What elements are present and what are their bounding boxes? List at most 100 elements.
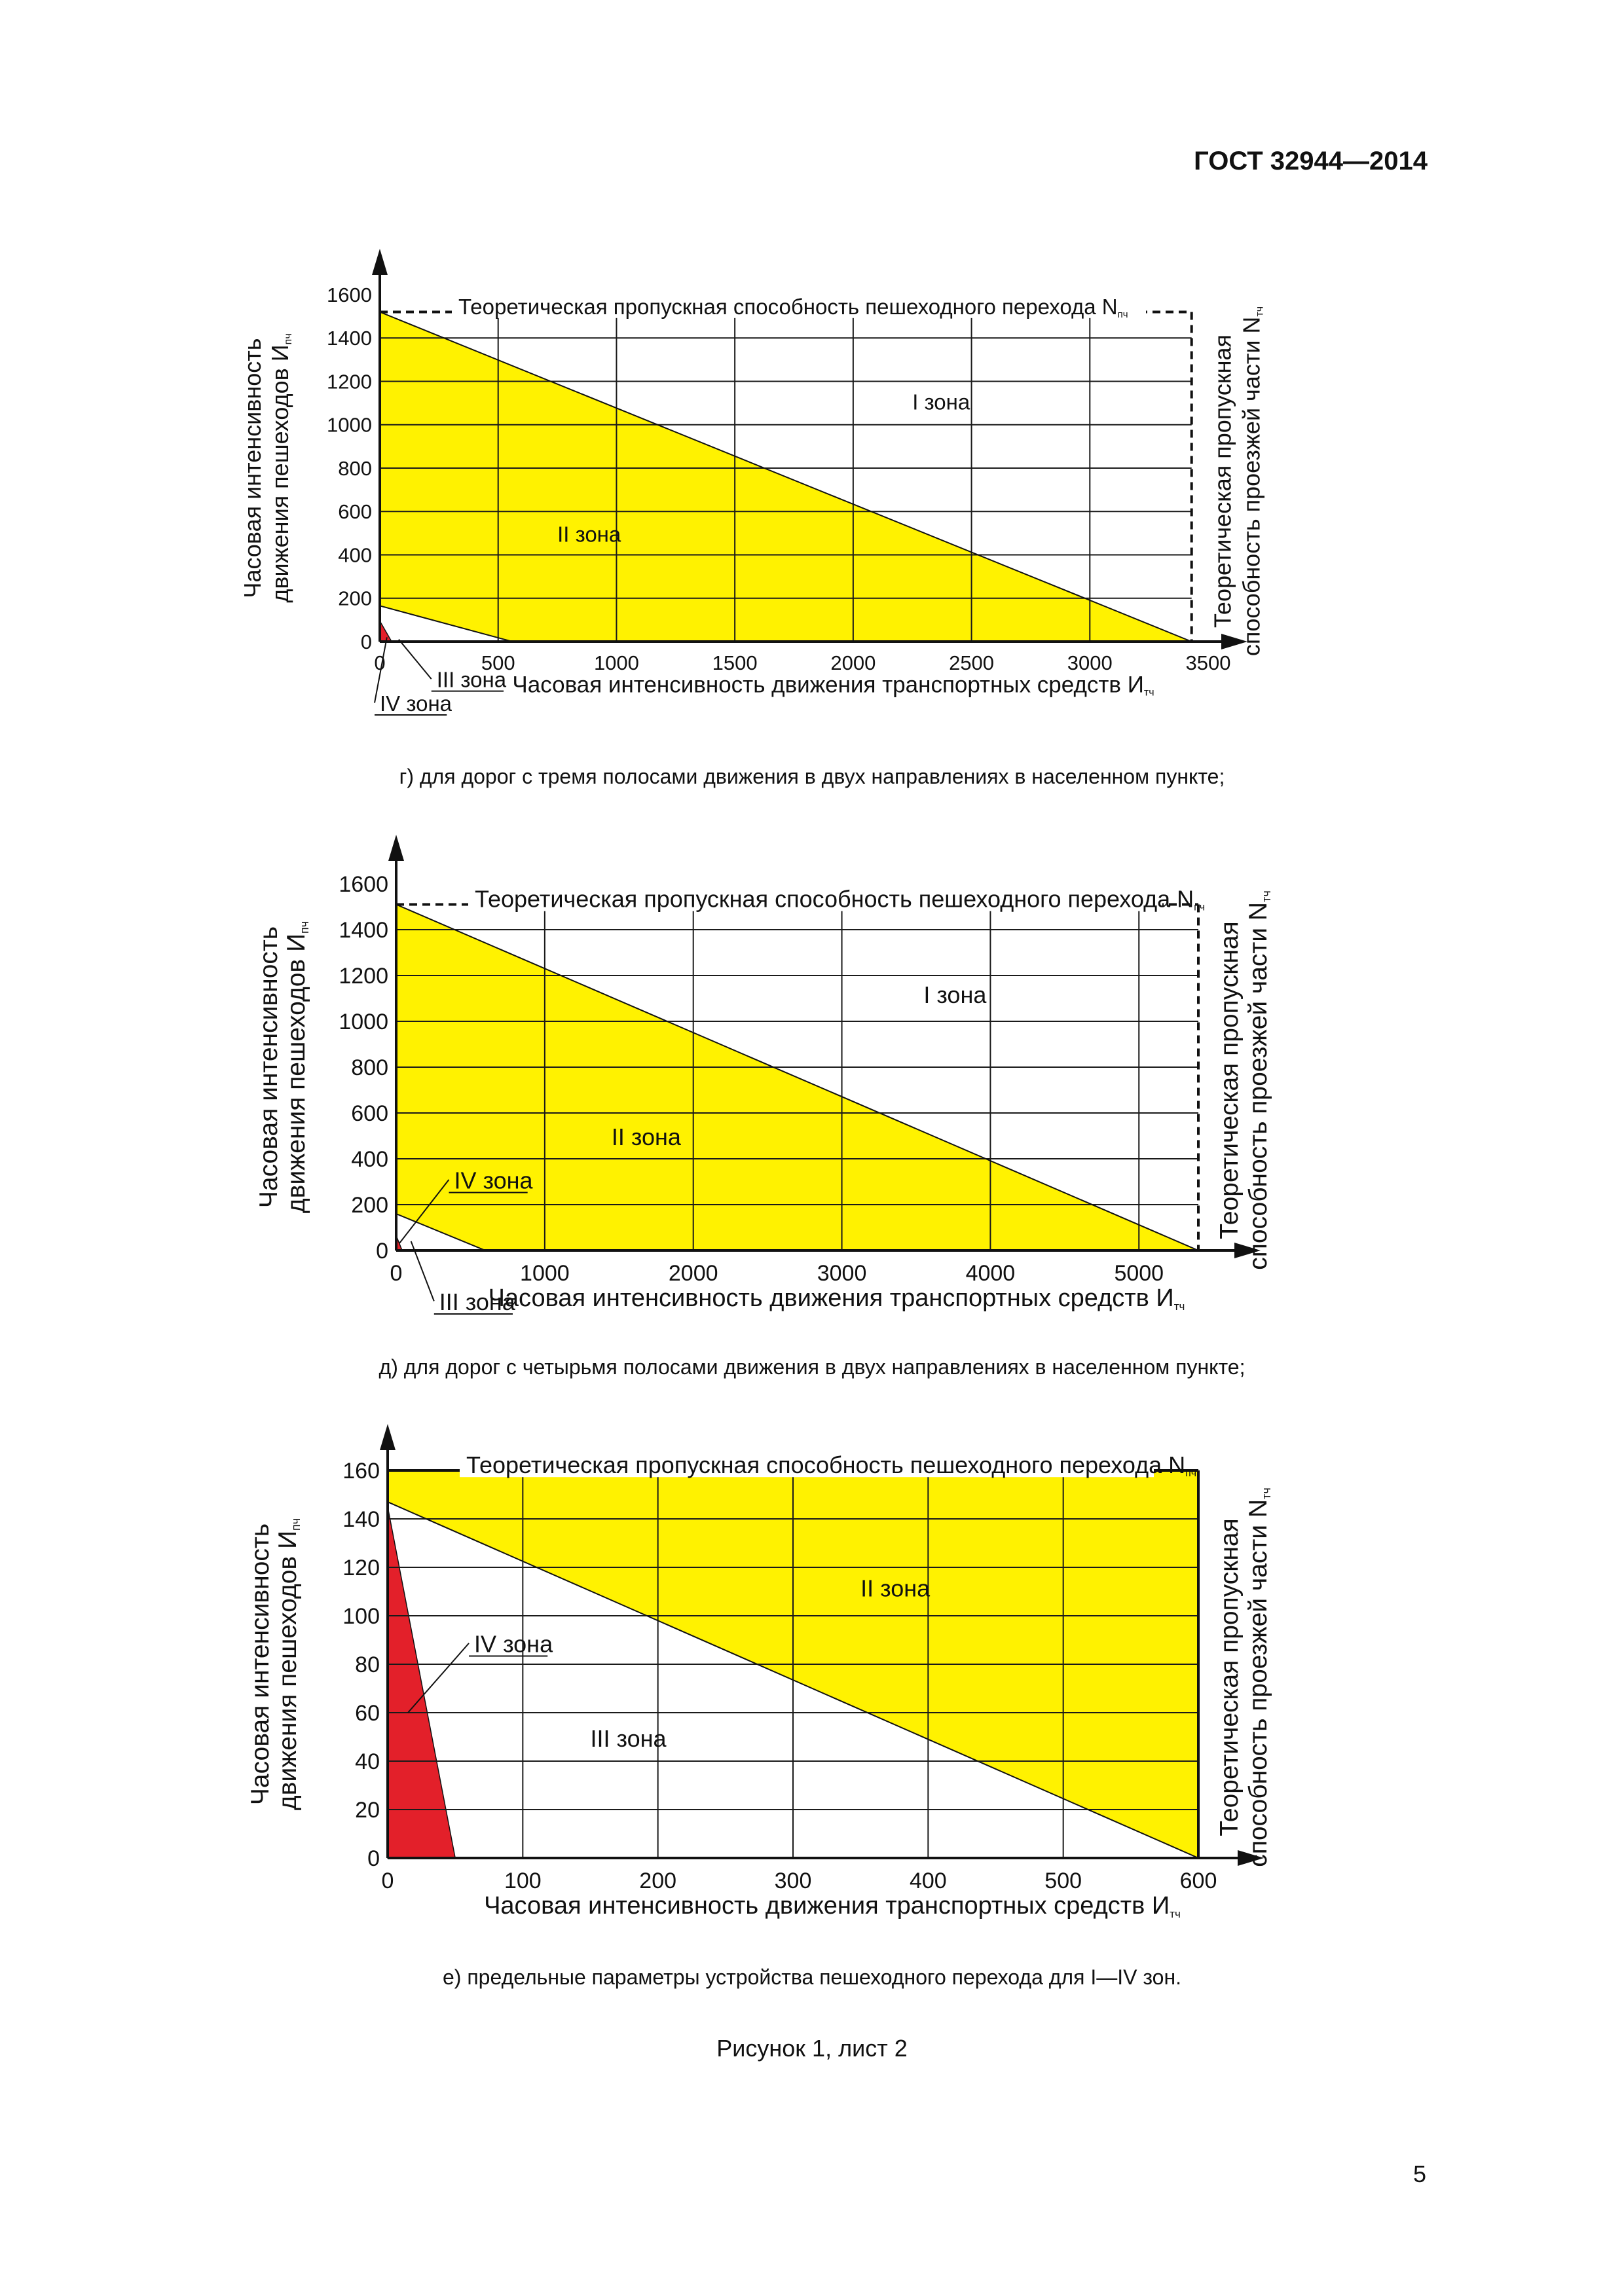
y-axis-arrow xyxy=(388,835,404,861)
chart-g: 0 500 1000 1500 2000 2500 3000 3500 0 200 400 600 80… xyxy=(0,236,1624,740)
x-axis-arrow xyxy=(1221,634,1247,649)
x-tick-label: 300 xyxy=(775,1868,812,1893)
y-tick-label: 140 xyxy=(342,1507,380,1532)
zone-label: IV зона xyxy=(380,691,452,716)
x-tick-label: 3000 xyxy=(1067,651,1113,674)
right-axis-label-line2: способность проезжей части Nтч xyxy=(1244,1487,1273,1867)
y-axis-label-line2: движения пешеходов Ипч xyxy=(267,333,294,602)
zone-label: III зона xyxy=(439,1288,516,1315)
zone-leader-line xyxy=(398,639,432,680)
zone4-area xyxy=(379,619,393,642)
zone-label: II зона xyxy=(860,1575,931,1601)
y-tick-label: 20 xyxy=(355,1798,380,1823)
zone3-boundary xyxy=(396,1213,486,1251)
x-axis-label: Часовая интенсивность движения транспорт… xyxy=(512,672,1154,699)
chart-title: Теоретическая пропускная способность пеш… xyxy=(475,886,1205,913)
y-tick-label: 1400 xyxy=(327,327,372,350)
x-tick-label: 500 xyxy=(1044,1868,1082,1893)
y-tick-label: 200 xyxy=(351,1193,388,1218)
y-tick-label: 0 xyxy=(367,1846,380,1871)
y-axis-arrow xyxy=(380,1424,396,1450)
zone-label: IV зона xyxy=(474,1631,553,1658)
zone-leader-line xyxy=(407,1643,470,1713)
chart-d-svg: 0 1000 2000 3000 4000 5000 0 200 400 600 800 1000 12… xyxy=(255,835,1273,1315)
zone-label: IV зона xyxy=(454,1167,533,1194)
y-tick-label: 600 xyxy=(338,500,372,523)
y-tick-label: 40 xyxy=(355,1749,380,1774)
standard-code: ГОСТ 32944—2014 xyxy=(1194,147,1428,175)
y-tick-label: 1600 xyxy=(327,283,372,306)
zone-label: III зона xyxy=(437,668,507,692)
caption-g: г) для дорог с тремя полосами движения в… xyxy=(399,765,1225,788)
zone-label: III зона xyxy=(591,1725,667,1752)
zone2-boundary xyxy=(387,1501,1199,1859)
zone3-boundary xyxy=(379,605,513,642)
chart-title-bg xyxy=(460,1450,1154,1478)
right-axis-label-line2: способность проезжей части Nтч xyxy=(1244,890,1273,1269)
x-tick-label: 0 xyxy=(390,1261,403,1286)
figure-label: Рисунок 1, лист 2 xyxy=(716,2035,908,2062)
y-tick-label: 1200 xyxy=(339,964,388,989)
x-tick-label: 2000 xyxy=(830,651,876,674)
right-axis-label-line1: Теоретическая пропускная xyxy=(1215,1518,1244,1836)
zone-label: I зона xyxy=(923,981,987,1008)
x-tick-label: 200 xyxy=(639,1868,676,1893)
x-tick-label: 5000 xyxy=(1114,1261,1164,1286)
y-tick-label: 1400 xyxy=(339,918,388,943)
right-axis-label-line2: способность проезжей части Nтч xyxy=(1238,306,1266,656)
page-number: 5 xyxy=(1412,2160,1426,2187)
chart-title: Теоретическая пропускная способность пеш… xyxy=(458,295,1128,320)
zone-leader-line xyxy=(374,637,388,703)
zone-label: I зона xyxy=(912,390,970,414)
chart-e: 0 100 200 300 400 500 600 0 20 40 60 80 100 120 140 160… xyxy=(0,1408,1624,1944)
chart-g-svg: 0 500 1000 1500 2000 2500 3000 3500020040060080… xyxy=(239,249,1266,716)
x-tick-label: 100 xyxy=(504,1868,542,1893)
y-tick-label: 800 xyxy=(351,1055,388,1080)
y-tick-label: 1600 xyxy=(339,872,388,897)
y-tick-label: 60 xyxy=(355,1701,380,1726)
x-axis-arrow xyxy=(1238,1850,1264,1866)
y-tick-label: 200 xyxy=(338,587,372,610)
y-tick-label: 1200 xyxy=(327,370,372,393)
zone-label: II зона xyxy=(557,522,621,547)
x-tick-label: 1000 xyxy=(520,1261,570,1286)
chart-d: 0 1000 2000 3000 4000 5000 0 200 400 600 800 1000 12… xyxy=(0,822,1624,1332)
y-axis-label-line1: Часовая интенсивность xyxy=(255,926,283,1208)
x-tick-label: 3000 xyxy=(817,1261,867,1286)
x-axis-arrow xyxy=(1234,1243,1261,1258)
y-tick-label: 800 xyxy=(338,457,372,480)
chart-e-svg: 0 100 200 300 400 500 600 0 20 40 60 80 100 120 140 160… xyxy=(246,1424,1273,1920)
zone2-boundary xyxy=(379,311,1192,642)
x-tick-label: 3500 xyxy=(1186,651,1231,674)
chart-title: Теоретическая пропускная способность пеш… xyxy=(466,1451,1196,1479)
x-tick-label: 2500 xyxy=(949,651,994,674)
right-axis-label-line1: Теоретическая пропускная xyxy=(1215,921,1244,1239)
y-tick-label: 100 xyxy=(342,1604,380,1629)
y-tick-label: 1000 xyxy=(327,414,372,437)
x-tick-label: 1500 xyxy=(712,651,758,674)
x-tick-label: 1000 xyxy=(594,651,639,674)
zone-label: II зона xyxy=(612,1123,682,1150)
zone-leader-line xyxy=(410,1241,435,1302)
y-tick-label: 120 xyxy=(342,1556,380,1580)
right-axis-label-line1: Теоретическая пропускная xyxy=(1209,335,1236,628)
x-tick-label: 0 xyxy=(382,1868,394,1893)
y-axis-label-line2: движения пешеходов Ипч xyxy=(282,921,311,1213)
x-tick-label: 4000 xyxy=(966,1261,1016,1286)
x-tick-label: 400 xyxy=(910,1868,947,1893)
y-tick-label: 600 xyxy=(351,1101,388,1126)
x-axis-label: Часовая интенсивность движения транспорт… xyxy=(489,1285,1185,1313)
caption-d: д) для дорог с четырьмя полосами движени… xyxy=(378,1355,1246,1379)
zone-leader-line xyxy=(398,1179,450,1245)
zone2-boundary xyxy=(396,903,1199,1251)
y-axis-label-line1: Часовая интенсивность xyxy=(246,1523,274,1805)
caption-e: е) предельные параметры устройства пешех… xyxy=(443,1965,1181,1989)
y-axis-arrow xyxy=(372,249,388,275)
zone4-area xyxy=(387,1506,456,1859)
y-tick-label: 0 xyxy=(376,1239,388,1264)
y-tick-label: 1000 xyxy=(339,1010,388,1034)
y-axis-label-line2: движения пешеходов Ипч xyxy=(274,1518,303,1810)
x-tick-label: 2000 xyxy=(669,1261,718,1286)
y-tick-label: 400 xyxy=(338,543,372,566)
y-tick-label: 0 xyxy=(361,630,372,653)
